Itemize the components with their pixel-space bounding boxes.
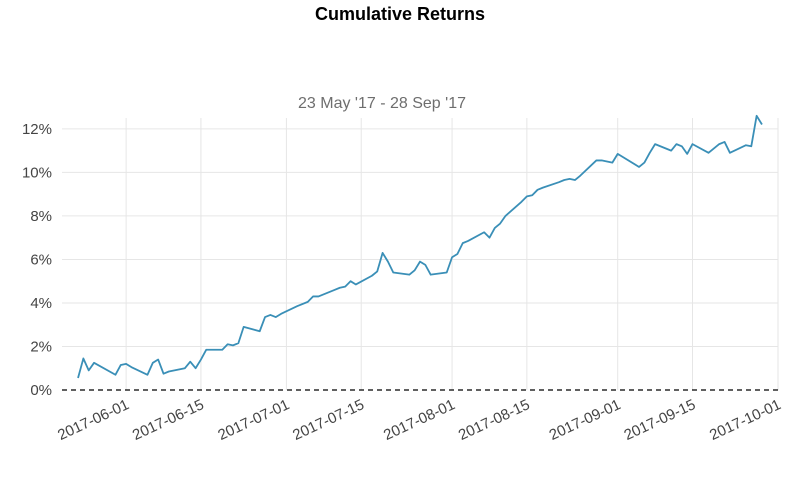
- y-tick-label: 10%: [22, 164, 52, 181]
- x-tick-label: 2017-08-01: [381, 396, 458, 444]
- chart-title: Cumulative Returns: [315, 4, 485, 24]
- y-tick-label: 0%: [30, 382, 52, 399]
- y-tick-label: 12%: [22, 121, 52, 138]
- x-tick-label: 2017-06-01: [55, 396, 132, 444]
- y-tick-label: 2%: [30, 338, 52, 355]
- series-line-cumulative-returns: [77, 114, 763, 379]
- x-tick-label: 2017-09-15: [621, 396, 698, 444]
- x-tick-label: 2017-09-01: [547, 396, 624, 444]
- y-axis: 0% 2% 4% 6% 8% 10% 12%: [22, 121, 52, 399]
- x-tick-label: 2017-10-01: [707, 396, 784, 444]
- x-tick-label: 2017-08-15: [456, 396, 533, 444]
- chart-subtitle: 23 May '17 - 28 Sep '17: [298, 95, 466, 112]
- y-tick-label: 4%: [30, 295, 52, 312]
- x-tick-label: 2017-07-01: [215, 396, 292, 444]
- x-tick-label: 2017-07-15: [290, 396, 367, 444]
- x-tick-label: 2017-06-15: [130, 396, 207, 444]
- grid: [62, 118, 779, 390]
- y-tick-label: 8%: [30, 208, 52, 225]
- y-tick-label: 6%: [30, 251, 52, 268]
